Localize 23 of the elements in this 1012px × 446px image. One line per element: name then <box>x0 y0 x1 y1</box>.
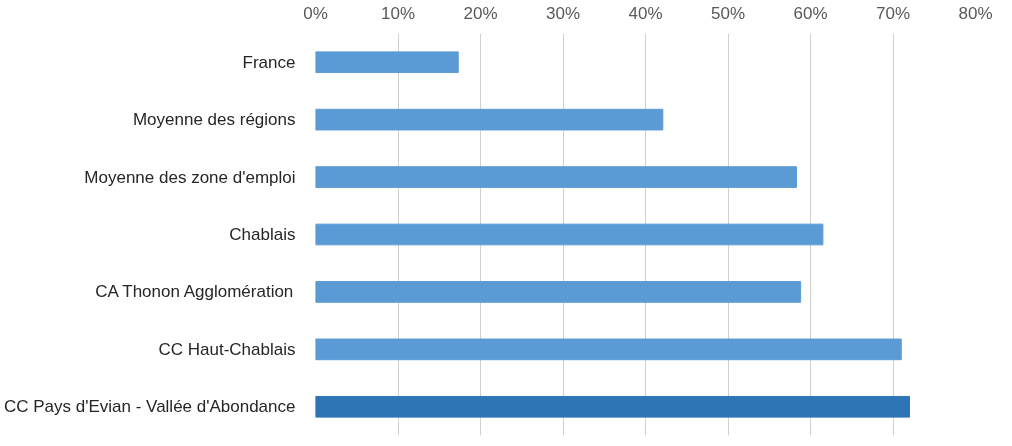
y-tick-label: CA Thonon Agglomération <box>95 282 294 302</box>
x-tick-label: 80% <box>958 3 993 23</box>
x-tick-label: 20% <box>463 3 498 23</box>
x-tick-label: 60% <box>793 3 828 23</box>
x-tick-label: 50% <box>710 3 746 23</box>
bar <box>315 166 797 188</box>
bar <box>315 223 824 246</box>
y-tick-label: France <box>242 52 296 72</box>
bar <box>315 395 910 418</box>
y-tick-label: CC Pays d'Evian - Vallée d'Abondance <box>3 397 296 417</box>
bar <box>315 51 459 74</box>
bar <box>315 281 802 303</box>
x-tick-label: 0% <box>303 3 328 23</box>
y-tick-label: Moyenne des zone d'emploi <box>84 167 296 187</box>
x-tick-label: 10% <box>380 3 416 23</box>
y-tick-label: Moyenne des régions <box>132 110 296 130</box>
bar <box>315 108 664 131</box>
x-tick-label: 40% <box>628 3 663 23</box>
y-tick-label: CC Haut-Chablais <box>158 339 296 359</box>
bar <box>315 338 902 361</box>
y-tick-label: Chablais <box>229 225 296 244</box>
x-tick-label: 70% <box>875 3 911 23</box>
x-tick-label: 30% <box>545 3 581 23</box>
